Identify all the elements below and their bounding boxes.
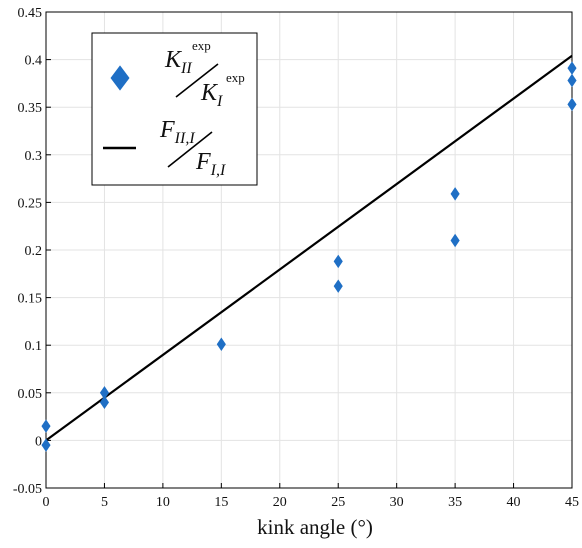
y-tick-label: 0.4 [25,54,43,69]
legend-line-num-sub: II,I [174,130,196,147]
data-point-diamond [99,395,110,410]
legend-scatter-denominator: KI [200,80,223,110]
legend-scatter-num-main: K [164,47,183,73]
data-point-diamond [567,61,577,75]
series-line [45,54,573,442]
legend-scatter-den-sub: I [216,93,223,110]
legend-scatter-num-sup: exp [192,38,211,53]
x-tick-label: 35 [448,495,462,510]
y-tick-label: 0.2 [25,244,43,259]
data-point-diamond [450,233,460,248]
y-tick-label: 0 [35,434,42,449]
legend-line-denominator: FI,I [195,149,226,179]
y-tick-label: 0.3 [25,149,43,164]
data-point-diamond [333,279,343,293]
legend-box [91,32,258,186]
legend-line-den-main: F [195,149,211,175]
y-tick-labels: -0.05 0 0.05 0.1 0.15 0.2 0.25 0.3 0.35 0.4 0.45 [13,6,42,497]
data-point-diamond [567,73,577,88]
y-tick-label: 0.05 [18,387,43,402]
legend-line-fraction-slash [167,131,213,168]
x-tick-label: 10 [156,495,170,510]
x-tick-label: 15 [214,495,228,510]
legend-scatter-numerator: KII [164,47,192,77]
y-tick-label: 0.25 [18,196,43,211]
y-tick-label: 0.1 [25,339,43,354]
legend-scatter-fraction-slash [175,63,219,98]
data-point-diamond [41,419,51,433]
legend-line-num-main: F [159,117,175,143]
x-tick-label: 20 [273,495,287,510]
legend: KII exp KI exp FII,I FI,I [91,32,258,186]
data-point-diamond [450,187,460,201]
legend-scatter-marker [110,65,130,91]
data-point-diamond [41,438,51,452]
data-point-diamond [333,254,343,269]
data-point-diamond [567,97,577,112]
x-tick-label: 30 [390,495,404,510]
y-tick-label: 0.35 [18,101,43,116]
data-point-diamond [216,337,226,351]
y-tick-label: 0.45 [18,6,43,21]
legend-line-numerator: FII,I [159,117,195,147]
x-tick-labels: 0 5 10 15 20 25 30 35 40 45 [43,495,580,510]
legend-line-den-sub: I,I [210,162,226,179]
x-tick-label: 0 [43,495,50,510]
series-layer [41,54,577,452]
y-tick-label: -0.05 [13,482,42,497]
x-axis-title: kink angle (°) [257,515,373,539]
x-tick-label: 40 [507,495,521,510]
x-tick-label: 25 [331,495,345,510]
legend-scatter-num-sub: II [180,60,192,77]
x-tick-label: 5 [101,495,108,510]
legend-scatter-den-main: K [200,80,219,106]
x-tick-label: 45 [565,495,579,510]
axis-ticks [45,11,573,489]
y-tick-label: 0.15 [18,292,43,307]
legend-scatter-den-sup: exp [226,70,245,85]
